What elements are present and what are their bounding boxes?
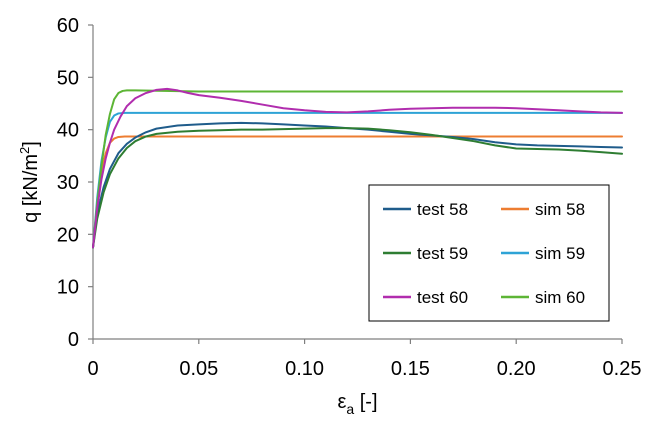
y-tick-label: 60: [57, 15, 79, 37]
series-layer: [92, 87, 623, 249]
x-axis-title-symbol: ε: [337, 391, 346, 413]
series-line-test-58: [92, 121, 623, 249]
y-tick-label: 20: [57, 224, 79, 246]
y-tick-label: 10: [57, 277, 79, 299]
y-axis-title-main: q [kN/m: [20, 154, 42, 223]
series-line-test-59: [92, 127, 623, 249]
legend-label: sim 60: [535, 288, 585, 307]
x-axis-title: εa [-]: [337, 391, 377, 417]
y-tick-label: 50: [57, 67, 79, 89]
y-tick-label: 0: [68, 329, 79, 351]
x-tick-label: 0.20: [497, 358, 536, 380]
y-axis-title-superscript: 2: [17, 147, 32, 154]
axes: 0 10 20 30 40 50 60 0 0.05 0.10 0.15 0.20 0.25 εa [-]…: [17, 15, 641, 417]
y-tick-label: 30: [57, 172, 79, 194]
legend-label: test 60: [417, 288, 468, 307]
series-line-sim-60: [92, 89, 623, 249]
series-line-test-60: [92, 87, 623, 249]
legend-label: test 58: [417, 200, 468, 219]
legend-label: sim 58: [535, 200, 585, 219]
legend: test 58 sim 58 test 59 sim 59 test 60 sim 60: [368, 184, 610, 322]
x-tick-label: 0.15: [391, 358, 430, 380]
x-tick-label: 0: [87, 358, 98, 380]
legend-label: test 59: [417, 244, 468, 263]
y-axis-title: q [kN/m2]: [17, 141, 42, 223]
x-tick-label: 0.10: [285, 358, 324, 380]
x-axis-title-subscript: a: [346, 401, 354, 417]
legend-label: sim 59: [535, 244, 585, 263]
x-axis-title-unit: [-]: [354, 391, 377, 413]
y-axis-title-end: ]: [20, 141, 42, 147]
x-tick-label: 0.05: [179, 358, 218, 380]
x-tick-label: 0.25: [603, 358, 642, 380]
y-tick-label: 40: [57, 120, 79, 142]
